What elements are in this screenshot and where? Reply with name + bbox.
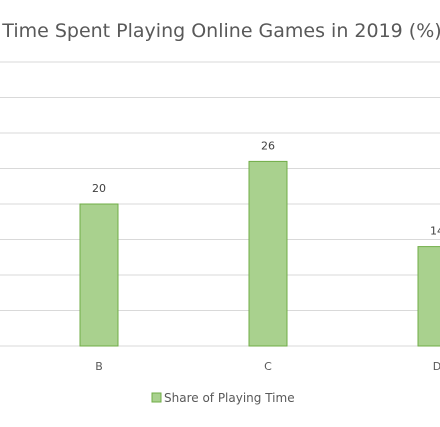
- data-label-b: 20: [92, 182, 106, 195]
- legend-label: Share of Playing Time: [164, 391, 295, 405]
- x-tick-d: D: [433, 360, 440, 373]
- gridlines: [0, 61, 440, 347]
- x-tick-c: C: [264, 360, 272, 373]
- data-label-c: 26: [261, 139, 275, 152]
- bar-b: [79, 203, 119, 347]
- data-labels: 20 26 14: [92, 139, 440, 237]
- x-axis-ticks: ABCD: [95, 360, 440, 373]
- bar-d: [417, 246, 440, 347]
- legend-swatch: [151, 392, 162, 403]
- bars: [79, 160, 440, 347]
- data-label-d: 14: [430, 225, 440, 238]
- chart-title: Time Spent Playing Online Games in 2019 …: [1, 20, 440, 42]
- bar-c: [248, 160, 288, 347]
- x-tick-b: B: [95, 360, 103, 373]
- legend: Share of Playing Time: [151, 391, 295, 405]
